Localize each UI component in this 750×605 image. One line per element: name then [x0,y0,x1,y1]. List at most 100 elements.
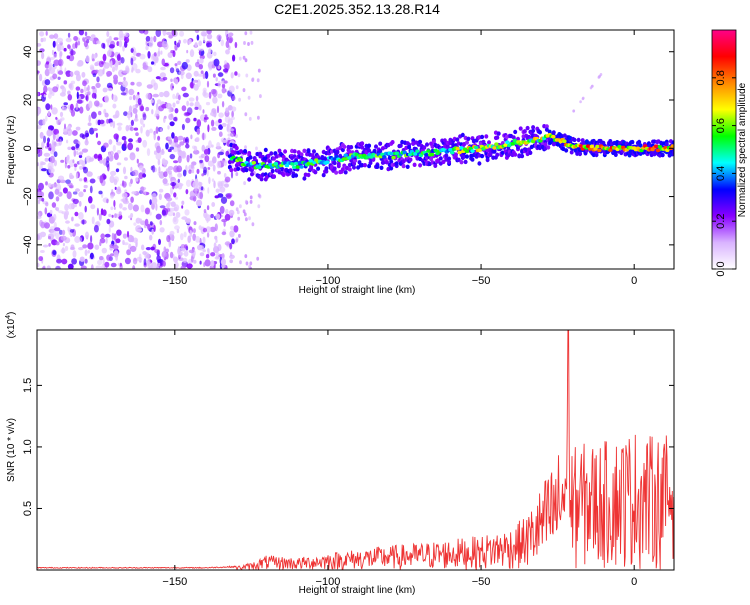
ridge-halo [248,155,253,160]
noise-blob [149,199,152,206]
noise-blob [112,144,116,152]
noise-blob [168,240,172,248]
noise-blob [180,233,184,241]
noise-blob [65,220,70,224]
ridge-halo [551,130,556,135]
noise-blob [196,34,200,41]
ridge-halo [637,139,642,145]
noise-blob [195,95,199,102]
noise-blob [123,139,127,148]
noise-blob [245,73,249,78]
noise-blob [54,188,60,195]
ridge-core [306,161,312,166]
ridge-halo [447,156,452,161]
noise-blob [113,176,119,183]
noise-blob [181,123,185,131]
noise-blob [106,218,111,225]
noise-blob [180,150,187,159]
noise-blob [91,216,95,225]
noise-blob [230,116,235,120]
noise-blob [129,126,134,132]
noise-blob [82,38,86,42]
noise-blob [104,95,109,103]
noise-blob [64,245,69,251]
noise-blob [218,131,223,137]
noise-blob [74,211,79,217]
noise-blob [99,256,104,261]
ridge-core [457,150,462,155]
noise-blob [203,36,206,43]
ridge-core [341,157,347,161]
noise-blob [70,110,76,117]
ridge-core [503,143,508,147]
noise-blob [95,132,98,138]
noise-blob [43,152,51,157]
noise-blob [73,36,78,41]
noise-blob [94,100,100,107]
ridge-core [295,165,301,169]
noise-blob [67,263,74,269]
snr-x-tick-label: −50 [472,576,491,588]
ridge-halo [302,176,307,181]
noise-blob [248,216,251,221]
noise-blob [124,32,129,38]
noise-blob [59,51,63,57]
noise-blob [217,152,221,159]
noise-blob [78,247,84,251]
noise-blob [53,213,57,221]
noise-blob [116,229,122,236]
noise-blob [145,45,149,51]
ridge-core [297,160,302,165]
noise-blob [197,48,204,52]
noise-blob [135,68,141,74]
noise-blob [90,264,94,269]
noise-blob [193,84,199,91]
noise-blob [39,31,45,37]
ridge-halo [316,166,321,171]
noise-blob [135,132,139,137]
ridge-halo [250,172,254,177]
ridge-halo [544,127,549,132]
noise-blob [44,207,48,215]
noise-blob [199,260,202,265]
noise-blob [162,178,168,185]
noise-blob [223,80,228,84]
noise-blob [92,73,97,78]
noise-blob [39,73,43,82]
noise-blob [85,231,89,239]
noise-blob [209,226,216,233]
ridge-core [391,155,396,160]
ridge-halo [378,141,383,146]
noise-blob [145,247,151,251]
ridge-halo [543,142,548,147]
noise-blob [145,129,150,137]
ridge-halo [465,154,469,159]
noise-blob [231,110,234,118]
noise-blob [111,214,114,218]
snr-y-tick-label: 1.0 [22,439,34,454]
noise-blob [142,139,148,148]
ridge-halo [613,152,618,157]
noise-blob [177,173,183,178]
noise-blob [181,248,186,252]
noise-blob [199,245,205,251]
noise-blob [172,102,176,108]
noise-blob [57,76,61,81]
noise-blob [45,31,48,36]
ridge-halo [374,144,378,149]
noise-blob [53,128,59,135]
noise-blob [169,121,175,127]
noise-blob [37,142,40,147]
noise-blob [83,189,86,193]
noise-blob [243,212,247,217]
noise-blob [49,34,55,39]
noise-blob [123,111,128,117]
noise-blob [215,252,220,259]
ridge-core [394,151,400,156]
noise-blob [183,250,189,257]
ridge-halo [247,177,252,182]
noise-blob [149,221,153,226]
noise-blob [172,93,176,100]
noise-blob [113,133,119,140]
faint-streak [579,100,582,104]
